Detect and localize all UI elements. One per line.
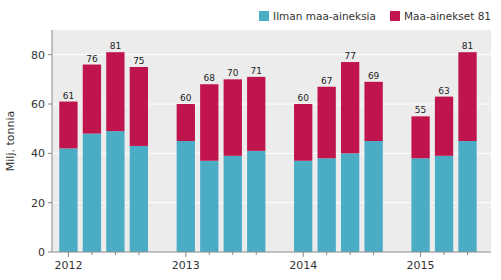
bar-segment — [177, 104, 195, 141]
chart-container: 0 20 40 60 80 61 76 81 75 60 68 70 71 60 67 77 69 55 63 81 2… — [0, 0, 501, 280]
bar-segment — [435, 97, 453, 156]
bar-segment — [294, 104, 312, 161]
chart-svg: 0 20 40 60 80 61 76 81 75 60 68 70 71 60 67 77 69 55 63 81 2… — [0, 0, 501, 280]
bar-segment — [364, 141, 382, 252]
total-label: 77 — [344, 51, 355, 61]
bar-segment — [458, 52, 476, 141]
bar-segment — [200, 161, 218, 252]
x-tick-label: 2015 — [407, 259, 435, 272]
x-tick — [303, 252, 304, 257]
total-label: 71 — [251, 66, 262, 76]
y-axis-line — [52, 30, 53, 252]
bar-segment — [83, 65, 101, 134]
grid-line — [52, 252, 491, 253]
y-tick-label: 80 — [31, 49, 45, 62]
total-label: 60 — [297, 93, 309, 103]
x-tick — [185, 252, 186, 257]
bar-segment — [130, 146, 148, 252]
bar-segment — [59, 148, 77, 252]
y-tick-label: 60 — [31, 98, 45, 111]
x-tick — [420, 252, 421, 257]
bar-segment — [364, 82, 382, 141]
bar-segment — [341, 62, 359, 153]
y-tick — [48, 202, 52, 203]
total-label: 63 — [438, 86, 449, 96]
plot-background — [52, 30, 491, 252]
y-tick — [48, 104, 52, 105]
y-tick-label: 40 — [31, 147, 45, 160]
x-tick — [115, 252, 116, 255]
bars — [59, 52, 476, 252]
x-tick — [138, 252, 139, 255]
x-tick — [232, 252, 233, 255]
y-tick-label: 20 — [31, 197, 45, 210]
bar-segment — [83, 134, 101, 252]
x-tick — [68, 252, 69, 257]
bar-segment — [59, 102, 77, 149]
bar-segment — [458, 141, 476, 252]
y-tick — [48, 153, 52, 154]
x-tick — [444, 252, 445, 255]
x-tick — [91, 252, 92, 255]
bar-segment — [411, 158, 429, 252]
x-tick — [326, 252, 327, 255]
total-label: 61 — [63, 91, 74, 101]
x-tick-label: 2012 — [54, 259, 82, 272]
x-axis-line — [52, 252, 491, 253]
bar-segment — [106, 131, 124, 252]
y-tick-label: 0 — [38, 246, 45, 259]
legend: Ilman maa-aineksia Maa-ainekset 81 — [259, 10, 491, 22]
bar-segment — [318, 87, 336, 159]
bar-segment — [294, 161, 312, 252]
bar-segment — [341, 153, 359, 252]
legend-label: Ilman maa-aineksia — [273, 10, 376, 22]
bar-segment — [318, 158, 336, 252]
total-label: 55 — [415, 105, 426, 115]
bar-segment — [224, 156, 242, 252]
x-tick — [467, 252, 468, 255]
bar-segment — [247, 151, 265, 252]
total-label: 76 — [86, 54, 98, 64]
x-tick-label: 2014 — [289, 259, 317, 272]
x-tick — [209, 252, 210, 255]
total-label: 81 — [110, 41, 121, 51]
total-label: 67 — [321, 76, 332, 86]
x-tick — [256, 252, 257, 255]
bar-segment — [411, 116, 429, 158]
total-label: 75 — [133, 56, 144, 66]
legend-swatch — [390, 11, 400, 21]
y-axis-label: Milj. tonnia — [4, 111, 17, 171]
bar-segment — [106, 52, 124, 131]
y-tick — [48, 252, 52, 253]
total-label: 70 — [227, 68, 239, 78]
x-tick-label: 2013 — [172, 259, 200, 272]
bar-segment — [435, 156, 453, 252]
x-tick — [373, 252, 374, 255]
total-label: 69 — [368, 71, 380, 81]
bar-segment — [177, 141, 195, 252]
bar-segment — [130, 67, 148, 146]
legend-label: Maa-ainekset 81 — [404, 10, 491, 22]
total-label: 60 — [180, 93, 192, 103]
legend-swatch — [259, 11, 269, 21]
y-tick — [48, 54, 52, 55]
total-label: 68 — [204, 73, 216, 83]
bar-segment — [224, 79, 242, 155]
x-tick — [350, 252, 351, 255]
total-label: 81 — [462, 41, 473, 51]
bar-segment — [200, 84, 218, 160]
bar-segment — [247, 77, 265, 151]
